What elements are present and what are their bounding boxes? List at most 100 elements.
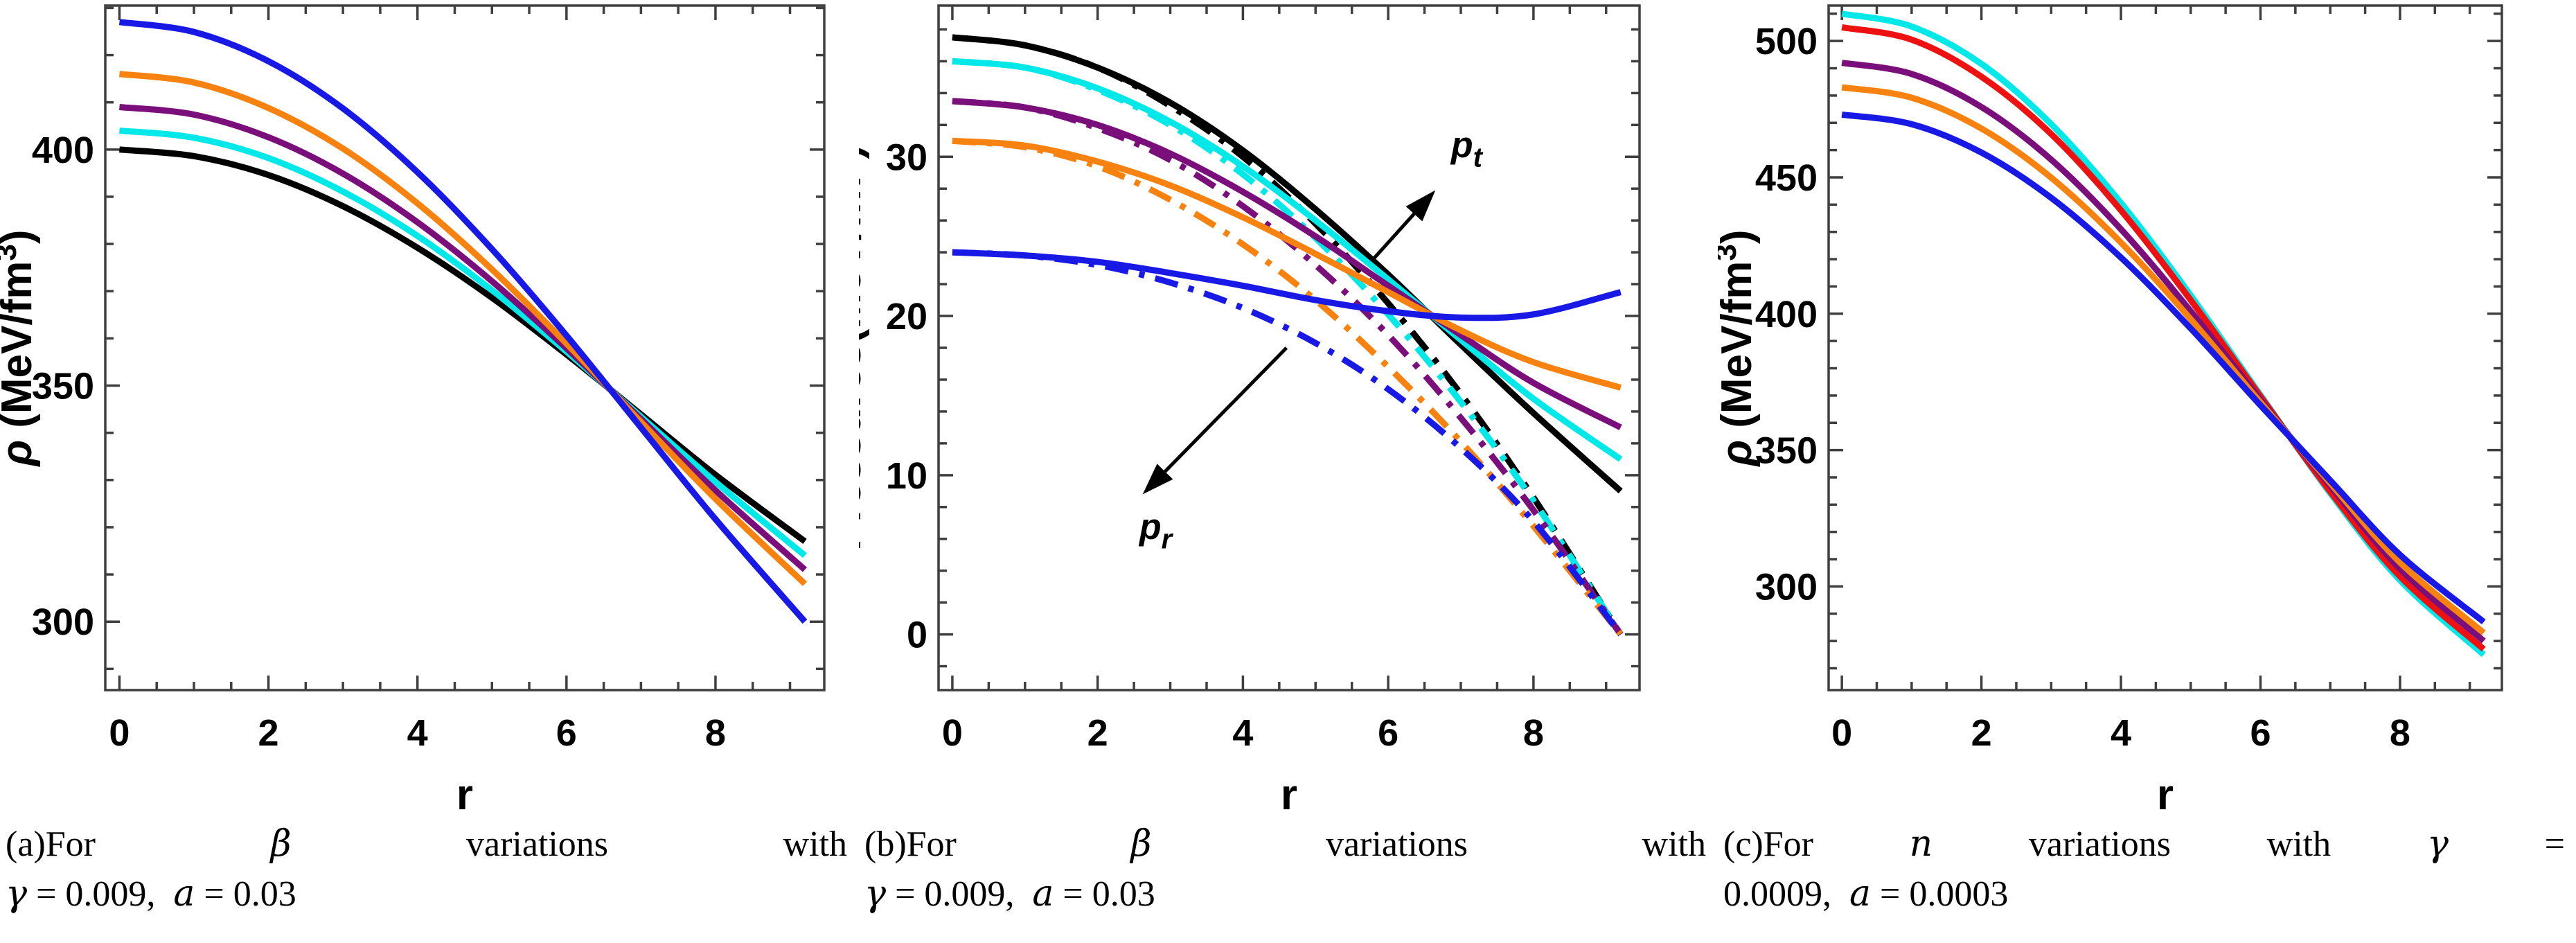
- caption-token: = 0.009,: [886, 874, 1033, 914]
- x-tick-label: 8: [1523, 712, 1544, 754]
- annotation-pt-label: pt: [1450, 125, 1484, 173]
- x-tick-label: 4: [1232, 712, 1253, 754]
- caption-b: (b)For β variations with γ = 0.009, a = 0.03: [864, 823, 1706, 915]
- caption-token: = 0.03: [195, 874, 296, 914]
- y-axis-label: Pressures(MeV/fm3): [859, 145, 870, 551]
- curve-b-pt-orange: [952, 137, 1622, 391]
- caption-token: =: [2544, 825, 2565, 864]
- x-axis-label: r: [1281, 771, 1297, 819]
- caption-line2: γ = 0.009, a = 0.03: [6, 873, 847, 915]
- curve-c-orange: [1841, 84, 2486, 635]
- x-tick-label: 2: [1087, 712, 1108, 754]
- caption-token: variations: [1325, 825, 1468, 864]
- caption-token: with: [1642, 825, 1706, 864]
- curve-a-purple: [118, 104, 808, 572]
- x-tick-label: 4: [2111, 712, 2131, 754]
- curve-b-pt-purple: [952, 98, 1622, 430]
- x-tick-label: 4: [407, 712, 428, 754]
- x-axis-label: r: [2157, 771, 2174, 819]
- curve-b-pt-cyan: [952, 58, 1623, 462]
- y-tick-label: 450: [1755, 157, 1818, 199]
- caption-token: with: [783, 825, 847, 864]
- plot-b-svg: 0 2 4 6 8 0 10 20 30 r Pressures(MeV/fm3) pt pr: [859, 4, 1641, 819]
- caption-token: = 0.03: [1054, 874, 1155, 914]
- plot-a-svg: 0 2 4 6 8 300 350 400 r ρ (MeV/fm3): [0, 4, 826, 819]
- curve-b-pt-black: [952, 34, 1623, 494]
- annotation-pt-arrow: [1372, 190, 1436, 261]
- plot-c-svg: 0 2 4 6 8 300 350 400 450 500 r ρ (MeV/fm3): [1718, 4, 2503, 819]
- plot-frame: [104, 4, 826, 691]
- caption-token: n: [1909, 823, 1933, 865]
- plot-frame: [937, 4, 1641, 691]
- plot-c: 0 2 4 6 8 300 350 400 450 500 r ρ (MeV/fm3): [1718, 4, 2503, 819]
- curve-b-pt-blue: [952, 249, 1622, 321]
- caption-line1: (b)For β variations with: [864, 823, 1706, 865]
- caption-line2: γ = 0.009, a = 0.03: [864, 873, 1706, 915]
- curve-b-pr-black: [952, 34, 1624, 636]
- annotation-pr-label: pr: [1138, 507, 1174, 555]
- caption-token: = 0.0003: [1871, 874, 2009, 914]
- y-tick-label: 400: [1755, 294, 1818, 335]
- caption-token: γ: [2426, 823, 2449, 865]
- caption-token: a: [1032, 873, 1054, 915]
- caption-token: (a)For: [6, 825, 96, 864]
- x-tick-label: 6: [1378, 712, 1398, 754]
- x-tick-label: 0: [942, 712, 963, 754]
- plot-b: 0 2 4 6 8 0 10 20 30 r Pressures(MeV/fm3) pt pr: [859, 4, 1641, 819]
- curve-b-pr-cyan: [952, 58, 1624, 637]
- x-tick-label: 6: [2250, 712, 2271, 754]
- caption-token: 0.0009,: [1723, 874, 1849, 914]
- caption-token: a: [173, 873, 195, 915]
- x-tick-label: 6: [556, 712, 577, 754]
- y-tick-label: 400: [32, 130, 94, 171]
- tick-marks: [105, 6, 824, 690]
- caption-token: (b)For: [864, 825, 957, 864]
- y-tick-label: 300: [1755, 566, 1818, 608]
- curve-b-pr-blue: [952, 249, 1624, 637]
- caption-token: (c)For: [1723, 825, 1813, 864]
- curve-a-black: [119, 146, 807, 544]
- caption-token: β: [1130, 823, 1152, 865]
- y-tick-label: 10: [886, 455, 927, 497]
- x-tick-label: 8: [705, 712, 726, 754]
- caption-token: with: [2266, 825, 2331, 864]
- tick-marks: [1829, 6, 2502, 690]
- x-tick-label: 8: [2390, 712, 2410, 754]
- caption-token: γ: [6, 873, 28, 915]
- caption-token: β: [270, 823, 292, 865]
- caption-c: (c)For n variations with γ = 0.0009, a = 0.000…: [1723, 823, 2565, 915]
- x-tick-label: 0: [1831, 712, 1852, 754]
- y-axis-label: ρ (MeV/fm3): [1718, 229, 1761, 467]
- caption-token: variations: [2028, 825, 2171, 864]
- annotation-pr-arrow: [1142, 346, 1288, 495]
- caption-a: (a)For β variations with γ = 0.009, a = 0.03: [6, 823, 847, 915]
- caption-line1: (a)For β variations with: [6, 823, 847, 865]
- y-axis-label: ρ (MeV/fm3): [0, 229, 41, 467]
- curve-c-blue: [1841, 111, 2486, 625]
- caption-line1: (c)For n variations with γ =: [1723, 823, 2565, 865]
- y-tick-label: 500: [1755, 21, 1818, 62]
- x-tick-label: 2: [258, 712, 279, 754]
- x-tick-label: 0: [109, 712, 130, 754]
- curve-a-blue: [118, 19, 808, 624]
- y-tick-label: 20: [886, 296, 927, 337]
- x-axis-label: r: [456, 771, 473, 819]
- curve-c-red: [1841, 24, 2486, 652]
- caption-token: γ: [864, 873, 887, 915]
- y-tick-label: 30: [886, 136, 927, 178]
- plot-frame: [1827, 4, 2503, 691]
- tick-marks: [939, 6, 1640, 690]
- plot-a: 0 2 4 6 8 300 350 400 r ρ (MeV/fm3): [0, 4, 826, 819]
- curve-c-purple: [1841, 60, 2486, 644]
- y-tick-label: 350: [1755, 430, 1818, 472]
- curve-a-orange: [118, 71, 808, 586]
- caption-token: = 0.009,: [27, 874, 174, 914]
- x-tick-label: 2: [1971, 712, 1992, 754]
- curve-a-cyan: [119, 127, 807, 558]
- caption-token: a: [1849, 873, 1872, 915]
- y-tick-label: 0: [907, 615, 927, 656]
- y-tick-label: 350: [32, 366, 94, 407]
- y-tick-label: 300: [32, 601, 94, 643]
- caption-token: variations: [465, 825, 609, 864]
